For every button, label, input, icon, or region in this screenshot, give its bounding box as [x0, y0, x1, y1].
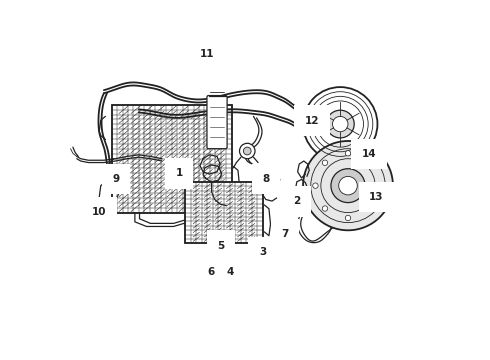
Text: 4: 4: [226, 267, 234, 277]
Circle shape: [378, 183, 383, 188]
Circle shape: [322, 206, 328, 211]
Text: 9: 9: [113, 174, 120, 184]
Circle shape: [345, 150, 351, 156]
Text: 12: 12: [305, 116, 319, 126]
Text: 14: 14: [362, 149, 376, 159]
Text: 6: 6: [208, 267, 215, 277]
Circle shape: [305, 114, 312, 122]
Circle shape: [240, 143, 255, 159]
Circle shape: [345, 215, 351, 221]
Text: 5: 5: [217, 240, 224, 251]
Text: 13: 13: [369, 192, 384, 202]
Text: 2: 2: [293, 196, 300, 206]
Text: 1: 1: [175, 168, 183, 179]
Circle shape: [331, 169, 365, 203]
Circle shape: [368, 160, 374, 166]
Text: 3: 3: [259, 247, 266, 257]
Text: 8: 8: [263, 174, 270, 184]
Circle shape: [301, 128, 309, 136]
Circle shape: [339, 176, 357, 195]
Circle shape: [313, 183, 318, 188]
Text: 7: 7: [281, 229, 289, 239]
Circle shape: [244, 147, 251, 155]
Bar: [112, 105, 232, 213]
Text: 10: 10: [92, 207, 106, 217]
Circle shape: [303, 141, 393, 230]
FancyBboxPatch shape: [207, 95, 227, 149]
Circle shape: [322, 160, 328, 166]
Text: 11: 11: [200, 49, 215, 62]
Circle shape: [326, 110, 354, 138]
Circle shape: [368, 206, 374, 211]
Circle shape: [333, 116, 348, 132]
Bar: [185, 182, 263, 243]
Circle shape: [303, 87, 377, 161]
